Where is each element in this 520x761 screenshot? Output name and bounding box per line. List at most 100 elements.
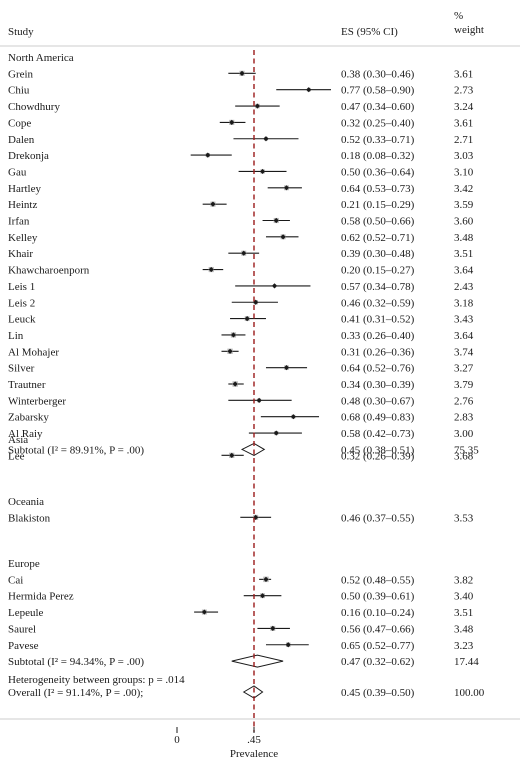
point-estimate	[229, 452, 235, 458]
study-label: Al Mohajer	[8, 346, 59, 358]
study-label: Chowdhury	[8, 101, 60, 113]
point-estimate	[253, 514, 259, 520]
es-ci-value: 0.50 (0.36–0.64)	[341, 166, 415, 178]
point-estimate	[230, 332, 237, 338]
weight-value: 3.51	[454, 248, 473, 260]
study-label: Silver	[8, 363, 35, 375]
point-estimate	[271, 283, 278, 289]
weight-value: 2.43	[454, 281, 474, 293]
point-estimate	[283, 185, 290, 191]
weight-value: 3.00	[454, 428, 474, 440]
overall-label: Overall (I² = 91.14%, P = .00);	[8, 687, 143, 699]
es-ci-value: 0.32 (0.25–0.40)	[341, 117, 415, 129]
point-estimate	[273, 430, 279, 436]
weight-value: 3.40	[454, 591, 474, 603]
x-axis: 0 .45 Prevalence	[0, 718, 520, 760]
point-estimate	[201, 609, 207, 615]
point-estimate	[210, 201, 216, 207]
es-ci-value: 0.48 (0.30–0.67)	[341, 395, 415, 407]
es-ci-value: 0.31 (0.26–0.36)	[341, 346, 415, 358]
es-ci-value: 0.47 (0.34–0.60)	[341, 101, 415, 113]
study-label: Cai	[8, 574, 23, 586]
subtotal-diamond	[231, 654, 284, 668]
study-label: Blakiston	[8, 512, 51, 524]
weight-value: 3.79	[454, 379, 474, 391]
point-estimate	[205, 152, 211, 158]
es-ci-value: 0.32 (0.26–0.39)	[341, 450, 415, 462]
point-estimate	[229, 119, 235, 125]
weight-value: 3.60	[454, 216, 474, 228]
overall-es-ci: 0.45 (0.39–0.50)	[341, 687, 415, 699]
point-estimate	[280, 234, 286, 240]
es-ci-value: 0.58 (0.42–0.73)	[341, 428, 415, 440]
subtotal-weight: 17.44	[454, 656, 479, 668]
study-label: Grein	[8, 68, 34, 80]
heterogeneity-note: Heterogeneity between groups: p = .014	[8, 674, 185, 686]
study-label: Pavese	[8, 640, 39, 652]
weight-value: 3.23	[454, 640, 474, 652]
es-ci-value: 0.46 (0.37–0.55)	[341, 512, 415, 524]
point-estimate	[239, 70, 245, 76]
point-estimate	[306, 87, 312, 93]
point-estimate	[290, 414, 296, 420]
point-estimate	[244, 316, 250, 322]
es-ci-value: 0.16 (0.10–0.24)	[341, 607, 415, 619]
study-label: Cope	[8, 117, 31, 129]
weight-value: 3.51	[454, 607, 473, 619]
es-ci-value: 0.57 (0.34–0.78)	[341, 281, 415, 293]
study-label: Khair	[8, 248, 33, 260]
subtotal-es-ci: 0.45 (0.38–0.51)	[341, 444, 415, 456]
es-ci-value: 0.18 (0.08–0.32)	[341, 150, 415, 162]
study-label: Kelley	[8, 232, 38, 244]
study-label: Chiu	[8, 85, 30, 97]
study-label: Saurel	[8, 623, 36, 635]
study-label: Leis 1	[8, 281, 35, 293]
x-axis-label: Prevalence	[230, 748, 278, 760]
point-estimate	[232, 381, 238, 387]
point-estimate	[227, 348, 233, 354]
es-ci-value: 0.52 (0.33–0.71)	[341, 134, 415, 146]
weight-value: 2.83	[454, 412, 474, 424]
weight-value: 3.64	[454, 330, 474, 342]
group-title: North America	[8, 52, 74, 64]
x-tick-label: .45	[247, 734, 261, 746]
es-ci-value: 0.50 (0.39–0.61)	[341, 591, 415, 603]
point-estimate	[273, 217, 279, 224]
weight-value: 3.24	[454, 101, 474, 113]
x-tick-label: 0	[174, 734, 180, 746]
study-label: Hermida Perez	[8, 591, 74, 603]
weight-value: 2.76	[454, 395, 474, 407]
weight-value: 3.64	[454, 265, 474, 277]
overall-weight: 100.00	[454, 687, 485, 699]
subtotal-diamond	[240, 442, 266, 456]
group-title: Europe	[8, 558, 40, 570]
weight-value: 2.71	[454, 134, 473, 146]
weight-value: 3.53	[454, 512, 474, 524]
table-header: Study ES (95% CI) % weight	[8, 10, 484, 38]
study-label: Al Raiy	[8, 428, 43, 440]
es-ci-value: 0.68 (0.49–0.83)	[341, 412, 415, 424]
subtotal-weight: 75.35	[454, 444, 479, 456]
point-estimate	[259, 168, 266, 175]
es-ci-value: 0.65 (0.52–0.77)	[341, 640, 415, 652]
weight-value: 2.73	[454, 85, 474, 97]
es-ci-value: 0.38 (0.30–0.46)	[341, 68, 415, 80]
study-label: Winterberger	[8, 395, 66, 407]
es-ci-value: 0.64 (0.53–0.73)	[341, 183, 415, 195]
es-ci-value: 0.34 (0.30–0.39)	[341, 379, 415, 391]
group-title: Oceania	[8, 496, 44, 508]
study-label: Leuck	[8, 314, 36, 326]
weight-value: 3.74	[454, 346, 474, 358]
weight-value: 3.10	[454, 166, 474, 178]
es-ci-value: 0.20 (0.15–0.27)	[341, 265, 415, 277]
point-estimate	[270, 625, 276, 631]
weight-value: 3.48	[454, 232, 474, 244]
subtotal-es-ci: 0.47 (0.32–0.62)	[341, 656, 415, 668]
es-ci-value: 0.64 (0.52–0.76)	[341, 363, 415, 375]
point-estimate	[283, 365, 290, 371]
header-es-ci: ES (95% CI)	[341, 26, 398, 38]
es-ci-value: 0.39 (0.30–0.48)	[341, 248, 415, 260]
weight-value: 3.43	[454, 314, 474, 326]
weight-value: 3.42	[454, 183, 473, 195]
